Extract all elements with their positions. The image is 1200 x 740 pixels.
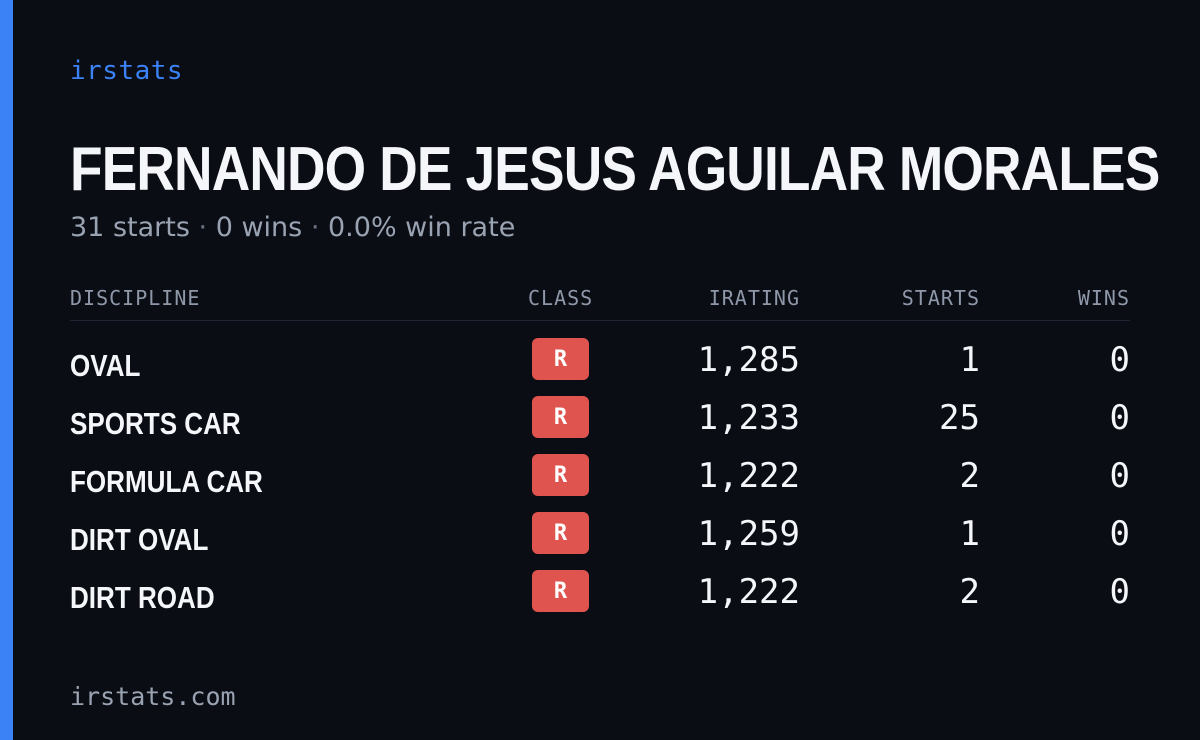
header-starts: STARTS	[901, 286, 980, 310]
footer-url: irstats.com	[70, 682, 236, 711]
header-discipline: DISCIPLINE	[70, 286, 201, 310]
starts-value: 25	[939, 398, 980, 438]
table-row: OVAL R 1,285 1 0	[0, 338, 1200, 396]
header-divider	[70, 320, 1130, 321]
header-irating: IRATING	[708, 286, 800, 310]
table-row: SPORTS CAR R 1,233 25 0	[0, 396, 1200, 454]
irating-value: 1,285	[697, 340, 800, 380]
starts-value: 2	[959, 456, 980, 496]
table-row: FORMULA CAR R 1,222 2 0	[0, 454, 1200, 512]
header-class: CLASS	[528, 286, 594, 310]
starts-value: 2	[959, 572, 980, 612]
header-wins: WINS	[1077, 286, 1130, 310]
brand-logo-text: irstats	[70, 56, 184, 86]
discipline-name: DIRT ROAD	[70, 580, 215, 615]
wins-value: 0	[1109, 398, 1130, 438]
table-row: DIRT ROAD R 1,222 2 0	[0, 570, 1200, 628]
accent-bar	[0, 0, 13, 740]
irating-value: 1,222	[697, 456, 800, 496]
wins-value: 0	[1109, 340, 1130, 380]
class-badge: R	[532, 396, 589, 438]
wins-value: 0	[1109, 572, 1130, 612]
separator: ·	[198, 212, 208, 243]
irating-value: 1,233	[697, 398, 800, 438]
driver-summary: 31 starts · 0 wins · 0.0% win rate	[70, 212, 515, 243]
win-rate-summary: 0.0% win rate	[328, 212, 516, 243]
starts-value: 1	[959, 514, 980, 554]
wins-summary: 0 wins	[215, 212, 303, 243]
class-badge: R	[532, 570, 589, 612]
discipline-name: DIRT OVAL	[70, 522, 209, 557]
class-badge: R	[532, 338, 589, 380]
discipline-name: OVAL	[70, 348, 141, 383]
separator: ·	[310, 212, 320, 243]
wins-value: 0	[1109, 456, 1130, 496]
starts-summary: 31 starts	[70, 212, 190, 243]
irating-value: 1,222	[697, 572, 800, 612]
discipline-name: FORMULA CAR	[70, 464, 263, 499]
irating-value: 1,259	[697, 514, 800, 554]
table-row: DIRT OVAL R 1,259 1 0	[0, 512, 1200, 570]
discipline-name: SPORTS CAR	[70, 406, 241, 441]
starts-value: 1	[959, 340, 980, 380]
wins-value: 0	[1109, 514, 1130, 554]
class-badge: R	[532, 454, 589, 496]
class-badge: R	[532, 512, 589, 554]
driver-name: FERNANDO DE JESUS AGUILAR MORALES	[70, 135, 1160, 204]
